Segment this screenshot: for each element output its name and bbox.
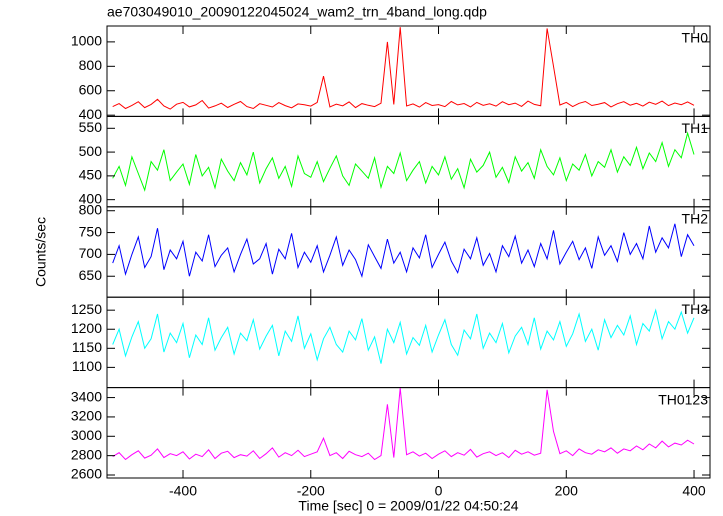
y-tick-label: 800 [79, 201, 103, 217]
x-tick-label: -200 [297, 483, 325, 499]
y-tick-label: 2600 [71, 466, 102, 482]
data-line [112, 223, 695, 278]
y-tick-label: 400 [79, 190, 103, 206]
data-line [112, 27, 695, 110]
x-axis-label: Time [sec] 0 = 2009/01/22 04:50:24 [298, 498, 518, 514]
y-tick-label: 650 [79, 267, 103, 283]
panel-label: TH0123 [658, 391, 708, 407]
panel-label: TH0 [682, 30, 709, 46]
y-tick-label: 800 [79, 57, 103, 73]
y-tick-label: 700 [79, 245, 103, 261]
y-tick-label: 500 [79, 143, 103, 159]
x-tick-label: 400 [682, 483, 706, 499]
y-tick-label: 3400 [71, 388, 102, 404]
y-tick-label: 1200 [71, 320, 102, 336]
x-tick-label: 0 [435, 483, 443, 499]
panel-frame [106, 387, 711, 479]
chart-title: ae703049010_20090122045024_wam2_trn_4ban… [107, 4, 487, 20]
panel-label: TH1 [682, 120, 709, 136]
y-tick-label: 1000 [71, 33, 102, 49]
y-tick-label: 450 [79, 167, 103, 183]
y-axis-label: Counts/sec [33, 217, 49, 287]
y-tick-label: 750 [79, 223, 103, 239]
y-tick-label: 550 [79, 119, 103, 135]
y-tick-label: 400 [79, 106, 103, 122]
y-tick-label: 1150 [72, 339, 102, 355]
y-tick-label: 2800 [71, 446, 102, 462]
data-line [112, 387, 695, 461]
y-tick-label: 3200 [71, 408, 102, 424]
x-tick-label: 200 [555, 483, 579, 499]
y-tick-label: 1250 [71, 301, 102, 317]
panel-label: TH2 [682, 211, 709, 227]
panel-frame [106, 296, 711, 389]
y-tick-label: 3000 [71, 427, 102, 443]
x-tick-label: -400 [169, 483, 197, 499]
panel-label: TH3 [682, 301, 709, 317]
y-tick-label: 600 [79, 81, 103, 97]
y-tick-label: 1100 [72, 358, 102, 374]
data-line [112, 308, 695, 364]
data-line [112, 131, 695, 192]
